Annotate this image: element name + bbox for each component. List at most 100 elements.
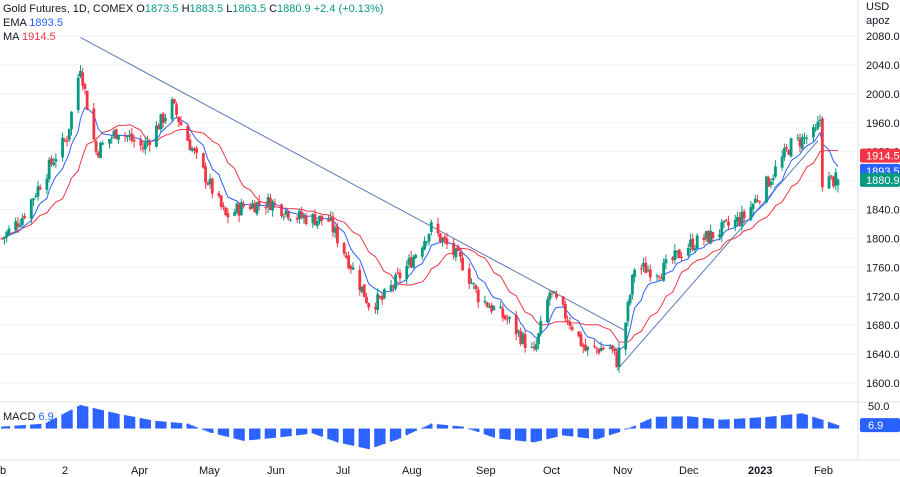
candle <box>333 225 337 238</box>
candle-body <box>235 203 239 213</box>
candle <box>396 267 400 275</box>
candle-body <box>436 223 440 234</box>
candle-body <box>624 322 628 350</box>
ema-legend[interactable]: EMA 1893.5 <box>3 16 63 30</box>
macd-bar <box>814 417 817 429</box>
candle-body <box>483 300 487 303</box>
candle <box>736 211 739 227</box>
price-tick-label: 2080.0 <box>866 31 900 43</box>
price-axis[interactable]: USDapoz2080.02040.02000.01960.01920.0188… <box>860 1 900 433</box>
candle-body <box>300 211 304 218</box>
candle-body <box>785 147 789 149</box>
candle <box>20 213 24 227</box>
price-tag-label: 1880.9 <box>866 175 900 187</box>
candle-body <box>508 316 511 319</box>
candle-body <box>425 241 429 243</box>
macd-bar <box>740 418 744 429</box>
candle <box>749 201 753 222</box>
candle-body <box>579 334 583 346</box>
candle-body <box>517 330 520 333</box>
candle <box>92 103 96 141</box>
macd-bar <box>255 428 259 440</box>
candle <box>704 230 708 242</box>
candle <box>563 300 567 322</box>
ma-legend[interactable]: MA 1914.5 <box>3 30 56 44</box>
candle-body <box>675 250 679 253</box>
candle <box>391 284 395 293</box>
macd-bar <box>34 424 37 429</box>
candle-body <box>608 347 612 349</box>
candle <box>407 253 411 269</box>
candle <box>827 171 831 189</box>
candle-body <box>253 203 257 213</box>
candle-body <box>610 345 614 350</box>
candle-body <box>499 306 502 309</box>
close-label: C <box>269 3 278 15</box>
candle <box>32 197 35 207</box>
candle <box>217 190 221 199</box>
candle <box>36 181 40 201</box>
macd-bar <box>224 428 227 437</box>
candle-body <box>742 211 746 219</box>
candle <box>139 135 143 152</box>
candle <box>16 217 20 234</box>
candle <box>280 203 283 219</box>
macd-bar <box>110 412 113 429</box>
candle <box>503 314 507 321</box>
macd-bar <box>5 426 8 429</box>
symbol-legend[interactable]: Gold Futures, 1D, COMEX O1873.5 H1883.5 … <box>3 2 383 16</box>
candle <box>537 332 540 350</box>
candle-body <box>49 158 53 164</box>
candle <box>83 82 87 95</box>
macd-bar <box>206 428 210 432</box>
candle <box>499 301 502 309</box>
macd-bar <box>427 424 431 429</box>
macd-bar <box>785 414 788 429</box>
candle-body <box>671 257 675 260</box>
candle <box>742 208 746 224</box>
candle-body <box>584 344 587 351</box>
macd-bar <box>626 428 630 430</box>
candle-body <box>139 139 143 146</box>
macd-bar <box>128 415 131 429</box>
candle <box>170 97 174 122</box>
macd-bar <box>242 428 245 441</box>
candle <box>163 113 167 124</box>
candle-body <box>704 231 708 239</box>
macd-bar <box>503 428 507 440</box>
candle <box>599 341 603 352</box>
candle-body <box>47 159 51 180</box>
candle-body <box>812 127 815 138</box>
macd-bar <box>599 428 603 438</box>
candle-body <box>163 117 167 122</box>
macd-bar <box>208 428 212 433</box>
time-axis[interactable]: b 2 Apr May Jun Jul Aug Sep Oct Nov Dec 2023 Feb <box>0 465 833 477</box>
macd-bar <box>123 415 127 429</box>
candle-body <box>787 150 791 155</box>
ma-label: MA <box>3 31 19 43</box>
candle-body <box>83 84 87 89</box>
candle <box>193 146 196 155</box>
macd-bar <box>320 428 323 437</box>
macd-bar <box>284 428 288 437</box>
candle-body <box>315 220 319 227</box>
candle-body <box>16 223 20 227</box>
candle-body <box>313 214 317 226</box>
candle-body <box>347 255 351 268</box>
candle <box>577 331 581 338</box>
candle <box>765 175 768 204</box>
macd-legend[interactable]: MACD 6.9 <box>3 410 54 424</box>
macd-bar <box>595 428 598 440</box>
candle <box>593 339 596 349</box>
candle-body <box>195 148 199 153</box>
price-tag: 1914.5 <box>860 148 900 163</box>
candle <box>530 342 534 348</box>
candle-body <box>695 235 699 249</box>
macd-bar <box>834 424 837 429</box>
candle <box>613 348 616 356</box>
candle <box>70 111 73 136</box>
candle <box>235 202 239 215</box>
candle <box>470 278 473 285</box>
candle-body <box>798 138 802 147</box>
